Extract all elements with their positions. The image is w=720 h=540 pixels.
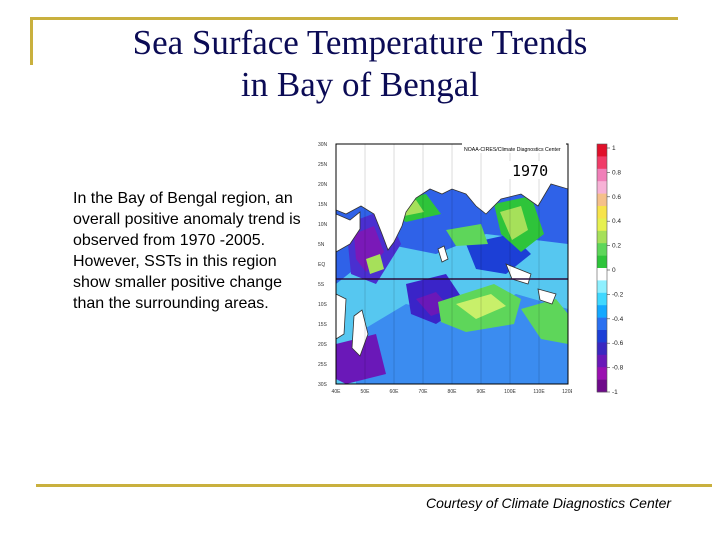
colorbar-swatch [597, 379, 607, 393]
colorbar-swatch [597, 218, 607, 232]
year-label: 1970 [512, 162, 548, 180]
lat-tick-label: 10N [318, 222, 328, 228]
lon-tick-label: 100E [504, 389, 516, 395]
lon-tick-label: 70E [419, 389, 429, 395]
colorbar-label: -0.6 [612, 340, 624, 347]
colorbar-swatch [597, 206, 607, 219]
lat-tick-label: 15S [318, 322, 328, 328]
title-line-2: in Bay of Bengal [240, 65, 480, 104]
colorbar-swatch [597, 292, 607, 306]
colorbar-swatch [597, 181, 607, 194]
colorbar-swatch [597, 144, 607, 157]
colorbar-label: 0.2 [612, 243, 621, 250]
title-top-rule [30, 17, 678, 20]
colorbar-swatch [597, 156, 607, 170]
colorbar-label: -0.2 [612, 291, 624, 298]
colorbar-label: -1 [612, 389, 618, 396]
body-paragraph: In the Bay of Bengal region, an overall … [73, 190, 301, 312]
colorbar-swatch [597, 354, 607, 368]
lat-tick-label: 25S [318, 362, 328, 368]
colorbar-label: -0.4 [612, 316, 624, 323]
colorbar-swatch [597, 342, 607, 356]
colorbar-label: 0.8 [612, 169, 621, 176]
lon-tick-label: 40E [332, 389, 342, 395]
colorbar-label: -0.8 [612, 365, 624, 372]
colorbar-label: 0.6 [612, 194, 621, 201]
colorbar-label: 0 [612, 267, 616, 274]
lat-tick-label: 15N [318, 202, 328, 208]
colorbar-frame [596, 143, 608, 393]
footer-rule [36, 484, 712, 487]
credit-text: Courtesy of Climate Diagnostics Center [426, 495, 672, 511]
lat-tick-label: 20S [318, 342, 328, 348]
lat-tick-label: EQ [318, 262, 325, 268]
colorbar-swatch [597, 305, 607, 318]
colorbar-swatch [597, 255, 607, 269]
colorbar-swatch [597, 243, 607, 256]
sst-trend-map: NOAA-CIRES/Climate Diagnostics Center 19… [316, 134, 572, 398]
lon-tick-label: 120E [562, 389, 572, 395]
lat-tick-label: 30S [318, 382, 328, 388]
colorbar-label: 0.4 [612, 218, 621, 225]
title-line-1: Sea Surface Temperature Trends [132, 23, 588, 62]
lon-tick-label: 110E [533, 389, 545, 395]
slide-title: Sea Surface Temperature Trends in Bay of… [60, 22, 660, 106]
lat-tick-label: 5N [318, 242, 325, 248]
map-header: NOAA-CIRES/Climate Diagnostics Center [464, 147, 561, 153]
lat-tick-label: 30N [318, 142, 328, 148]
colorbar-swatch [597, 193, 607, 207]
lon-tick-label: 60E [390, 389, 400, 395]
colorbar-swatch [597, 230, 607, 244]
colorbar-swatch [597, 317, 607, 331]
lat-tick-label: 20N [318, 182, 328, 188]
lat-tick-label: 25N [318, 162, 328, 168]
colorbar-swatch [597, 168, 607, 182]
lon-tick-label: 50E [361, 389, 371, 395]
lat-tick-label: 5S [318, 282, 325, 288]
colorbar-swatch [597, 330, 607, 343]
colorbar-swatch [597, 280, 607, 294]
lon-tick-label: 90E [477, 389, 487, 395]
colorbar-swatch [597, 367, 607, 380]
colorbar-swatch [597, 268, 607, 281]
lon-tick-label: 80E [448, 389, 458, 395]
title-left-rule [30, 17, 33, 65]
colorbar: 1 0.8 0.6 0.4 0.2 0 -0.2 -0.4 -0.6 -0.8 -1 [592, 136, 642, 400]
lat-tick-label: 10S [318, 302, 328, 308]
colorbar-label: 1 [612, 145, 616, 152]
